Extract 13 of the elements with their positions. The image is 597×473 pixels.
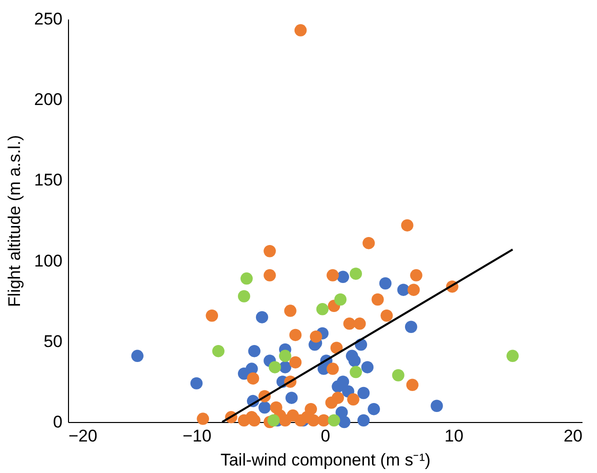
y-tick-label: 150 bbox=[34, 170, 62, 190]
y-tick-label: 50 bbox=[44, 332, 62, 351]
y-tick-label: 0 bbox=[53, 412, 62, 432]
y-tick-label: 200 bbox=[34, 90, 62, 110]
x-tick-label: −20 bbox=[68, 426, 98, 446]
x-tick-label: 20 bbox=[564, 426, 582, 446]
x-tick-label: 10 bbox=[444, 426, 464, 446]
x-tick-label: −10 bbox=[182, 426, 212, 446]
x-axis-title: Tail-wind component (m s⁻¹) bbox=[220, 450, 431, 470]
y-axis-title: Flight altitude (m a.s.l.) bbox=[5, 135, 24, 307]
x-tick-label: 0 bbox=[320, 426, 330, 446]
y-tick-label: 100 bbox=[34, 251, 62, 270]
y-tick-label: 250 bbox=[34, 10, 62, 28]
